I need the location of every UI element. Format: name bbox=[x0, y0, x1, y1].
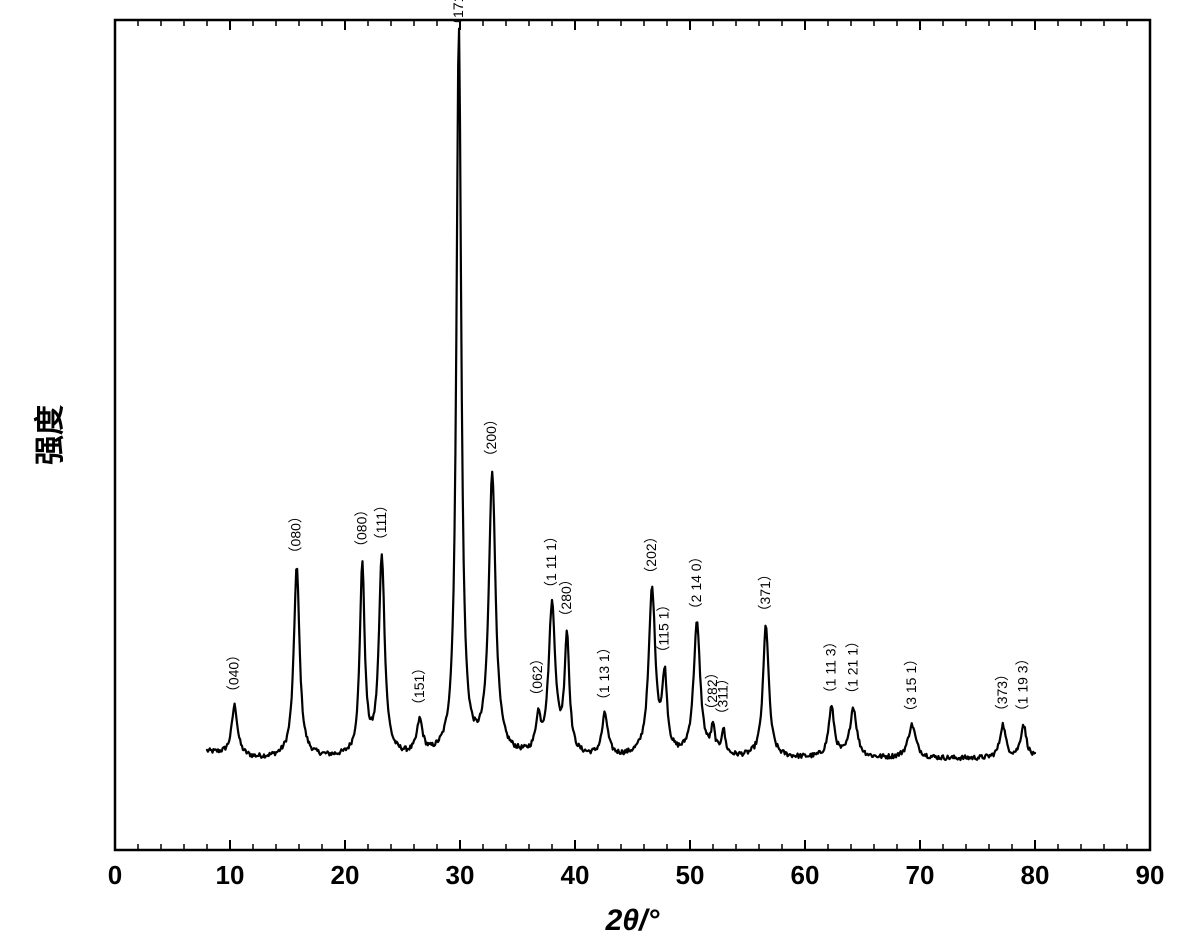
peak-label: （1 19 3） bbox=[1015, 651, 1031, 718]
peak-label: （171） bbox=[450, 0, 466, 32]
peak-label: （3 15 1） bbox=[903, 652, 919, 719]
peak-label: （280） bbox=[558, 572, 574, 623]
peak-label: （202） bbox=[643, 529, 659, 580]
peak-label: （1 11 3） bbox=[822, 634, 838, 700]
chart-svg: 0 10 20 30 40 50 60 70 80 90 2θ/° 强度 （040） （080） （080）… bbox=[0, 0, 1181, 952]
y-axis-label: 强度 bbox=[34, 405, 67, 465]
xrd-chart: 0 10 20 30 40 50 60 70 80 90 2θ/° 强度 （040） （080） （080）… bbox=[0, 0, 1181, 952]
x-tick-label: 10 bbox=[216, 860, 245, 890]
peak-label: （062） bbox=[529, 651, 545, 702]
peak-label: （111） bbox=[373, 498, 389, 547]
x-axis-label: 2θ/° bbox=[605, 904, 661, 937]
x-tick-label: 90 bbox=[1136, 860, 1165, 890]
x-tick-label: 80 bbox=[1021, 860, 1050, 890]
x-tick-label: 30 bbox=[446, 860, 475, 890]
peak-label: （080） bbox=[353, 503, 369, 554]
peak-label: （2 14 0） bbox=[688, 549, 704, 616]
x-tick-label: 70 bbox=[906, 860, 935, 890]
x-tick-label: 50 bbox=[676, 860, 705, 890]
peak-label: （200） bbox=[483, 412, 499, 463]
peak-label: （1 11 1） bbox=[543, 529, 559, 595]
x-tick-label: 0 bbox=[108, 860, 122, 890]
peak-label: （115 1） bbox=[656, 598, 672, 660]
peak-label: （373） bbox=[994, 667, 1010, 718]
peak-label: （151） bbox=[411, 661, 427, 712]
peak-label: （080） bbox=[288, 509, 304, 560]
x-tick-label: 60 bbox=[791, 860, 820, 890]
peak-label: （371） bbox=[757, 567, 773, 618]
x-tick-label: 40 bbox=[561, 860, 590, 890]
peak-label: （311） bbox=[714, 671, 730, 721]
x-tick-label: 20 bbox=[331, 860, 360, 890]
peak-label: （040） bbox=[226, 648, 242, 699]
peak-label: （1 13 1） bbox=[596, 640, 612, 707]
peak-label: （1 21 1） bbox=[844, 634, 860, 701]
